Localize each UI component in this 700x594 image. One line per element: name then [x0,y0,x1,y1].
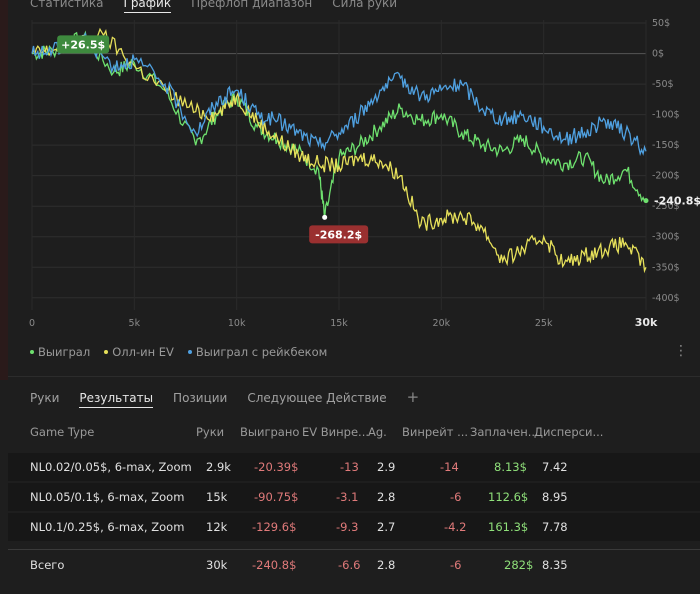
table-row[interactable]: NL0.05/0.1$, 6-max, Zoom 15k -90.75$ -3.… [8,483,700,511]
col-hands[interactable]: Руки [196,425,225,439]
chart-legend: Выиграл Олл-ин EV Выиграл с рейкбеком [30,345,327,359]
y-tick-label: 50$ [652,18,670,29]
table-total-row[interactable]: Всего 30k -240.8$ -6.6 2.8 -6 282$ 8.35 [8,551,700,579]
series-line-2 [31,31,647,157]
cell-variance: 7.42 [542,460,568,474]
annotation-badge [57,35,110,54]
col-aggression[interactable]: Ag. [368,425,387,439]
cell-hands: 12k [206,520,228,534]
cell-paid-rake: 161.3$ [488,520,529,534]
legend-item-allin-ev[interactable]: Олл-ин EV [104,345,174,359]
x-tick-label: 20k [433,318,451,329]
tab-hand-strength[interactable]: Сила руки [332,0,398,10]
cell-total-won: -240.8$ [252,558,297,572]
cell-game-type: NL0.02/0.05$, 6-max, Zoom [30,460,192,474]
tab-graph[interactable]: График [123,0,172,13]
cell-total-winrate: -6 [450,558,462,572]
cell-paid-rake: 112.6$ [488,490,529,504]
table-row[interactable]: NL0.02/0.05$, 6-max, Zoom 2.9k -20.39$ -… [8,453,700,481]
cell-winrate: -4.2 [444,520,467,534]
legend-label-won: Выиграл [38,345,91,359]
cell-game-type: NL0.05/0.1$, 6-max, Zoom [30,490,185,504]
endpoint-marker [643,198,649,204]
x-tick-label: 15k [330,318,348,329]
y-tick-label: -50$ [652,79,674,90]
annotation-label: +26.5$ [61,38,105,51]
x-tick-label: 5k [129,318,141,329]
table-row[interactable]: NL0.1/0.25$, 6-max, Zoom 12k -129.6$ -9.… [8,513,700,541]
cell-variance: 7.78 [542,520,568,534]
tab-preflop-range[interactable]: Префлоп диапазон [191,0,313,10]
top-tabs: Статистика График Префлоп диапазон Сила … [30,0,397,13]
total-divider [8,549,700,550]
tab-results[interactable]: Результаты [79,391,154,408]
add-tab-icon[interactable]: + [406,388,420,406]
cell-game-type: NL0.1/0.25$, 6-max, Zoom [30,520,185,534]
col-winrate[interactable]: Винрейт ... [402,425,469,439]
y-tick-label: -200$ [652,171,680,182]
cell-aggression: 2.8 [377,490,396,504]
x-tick-label: 30k [635,316,658,329]
legend-label-allin-ev: Олл-ин EV [112,345,174,359]
final-value-label: -240.8$ [654,195,700,208]
y-tick-label: 0$ [652,49,664,60]
profit-chart[interactable]: 50$ 0$ -50$ -100$ -150$ -200$ -250$ -300$ -350$ -… [0,12,700,332]
legend-dot-won [30,350,34,354]
col-paid-rake[interactable]: Заплачен... [470,425,539,439]
y-tick-label: -100$ [652,110,680,121]
legend-dot-allin-ev [104,350,109,354]
cell-paid-rake: 8.13$ [494,460,527,474]
results-panel: Руки Результаты Позиции Следующее Действ… [8,376,700,594]
x-tick-label: 10k [228,318,246,329]
y-tick-label: -300$ [652,232,680,243]
cell-total-aggression: 2.8 [377,558,396,572]
cell-won: -20.39$ [254,460,299,474]
cell-total-variance: 8.35 [542,558,568,572]
cell-total-hands: 30k [206,558,228,572]
table-header: Game Type Руки Выиграно EV Винре... Ag. … [8,423,700,445]
legend-item-rakeback[interactable]: Выиграл с рейкбеком [187,345,328,359]
cell-won: -129.6$ [252,520,297,534]
col-variance[interactable]: Дисперси... [534,425,604,439]
cell-winrate: -6 [450,490,462,504]
col-won[interactable]: Выиграно [240,425,300,439]
cell-ev-winrate: -13 [340,460,359,474]
annotation-badge [309,225,369,244]
y-tick-label: -400$ [652,293,680,304]
tab-statistics[interactable]: Статистика [30,0,104,10]
series-line-0 [31,30,647,218]
cell-winrate: -14 [440,460,459,474]
y-tick-label: -350$ [652,262,680,273]
cell-variance: 8.95 [542,490,568,504]
legend-item-won[interactable]: Выиграл [30,345,90,359]
legend-label-rakeback: Выиграл с рейкбеком [195,345,328,359]
x-tick-label: 0 [29,318,35,329]
cell-ev-winrate: -9.3 [336,520,359,534]
y-tick-label: -150$ [652,140,680,151]
cell-ev-winrate: -3.1 [336,490,359,504]
cell-total-paid-rake: 282$ [504,558,534,572]
cell-hands: 2.9k [206,460,231,474]
left-edge-strip [0,0,8,380]
x-tick-label: 25k [535,318,553,329]
series-line-1 [31,27,647,274]
annotation-label: -268.2$ [315,228,362,241]
y-tick-label: -250$ [652,201,680,212]
cell-total-ev-winrate: -6.6 [338,558,361,572]
tab-hands[interactable]: Руки [30,391,60,405]
cell-hands: 15k [206,490,228,504]
cell-aggression: 2.9 [377,460,396,474]
col-ev-winrate[interactable]: EV Винре... [302,425,370,439]
tab-next-action[interactable]: Следующее Действие [247,391,387,405]
cell-total-label: Всего [30,558,65,572]
tab-positions[interactable]: Позиции [173,391,228,405]
chart-svg: 50$ 0$ -50$ -100$ -150$ -200$ -250$ -300$ -350$ -… [29,18,700,329]
more-options-icon[interactable]: ⋮ [674,343,688,359]
cell-won: -90.75$ [254,490,299,504]
cell-aggression: 2.7 [377,520,396,534]
col-game-type[interactable]: Game Type [30,425,95,439]
annotation-point [322,214,328,220]
legend-dot-rakeback [187,350,192,354]
sub-tabs: Руки Результаты Позиции Следующее Действ… [30,388,420,408]
